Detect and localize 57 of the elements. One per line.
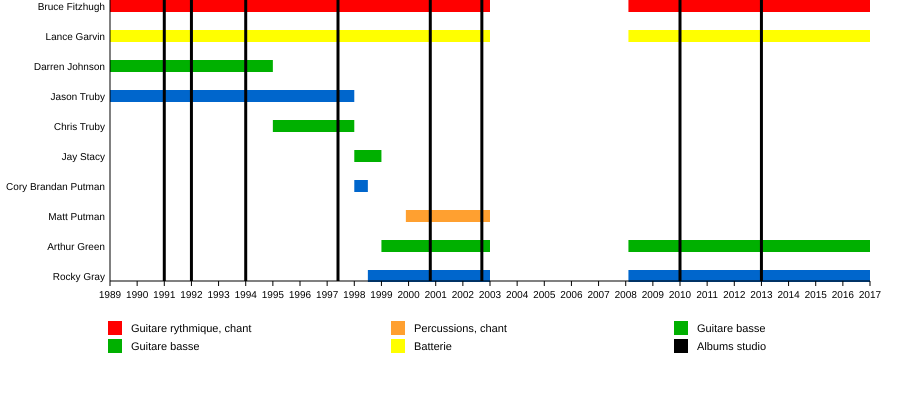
x-tick-label: 1989 [98,290,122,301]
x-tick-label: 1991 [153,290,176,301]
y-tick-label: Lance Garvin [46,32,105,43]
bar [354,150,382,162]
y-tick-label: Jason Truby [50,92,105,103]
x-tick-label: 2004 [506,290,529,301]
x-tick-label: 1999 [370,290,393,301]
x-tick-label: 1993 [207,290,230,301]
x-tick-label: 2009 [642,290,664,301]
x-tick-label: 2014 [777,290,800,301]
legend-label: Guitare rythmique, chant [131,323,252,335]
x-tick-label: 1998 [343,290,366,301]
bar [406,210,490,222]
x-tick-label: 1997 [316,290,339,301]
y-tick-label: Darren Johnson [34,62,105,73]
x-tick-label: 2017 [858,290,882,301]
y-tick-label: Bruce Fitzhugh [38,2,105,13]
x-tick-label: 2000 [397,290,420,301]
x-tick-label: 2015 [804,290,828,301]
legend-label: Albums studio [697,341,766,353]
x-tick-label: 2001 [424,290,448,301]
legend-label: Percussions, chant [414,323,507,335]
x-tick-label: 2005 [533,290,556,301]
x-tick-label: 2013 [750,290,773,301]
x-tick-label: 1990 [126,290,149,301]
legend-label: Batterie [414,341,452,353]
bar [628,240,870,252]
bar [110,0,490,12]
bar [628,30,870,42]
x-tick-label: 2003 [478,290,502,301]
bar [110,30,490,42]
x-tick-label: 1994 [234,290,258,301]
x-tick-label: 2007 [587,290,610,301]
bar [628,0,870,12]
y-tick-label: Cory Brandan Putman [6,182,105,193]
y-tick-label: Chris Truby [54,122,105,133]
bar [272,120,354,132]
x-tick-label: 2008 [614,290,638,301]
x-tick-label: 2002 [452,290,474,301]
bar [354,180,368,192]
bar [110,60,273,72]
bar [381,240,490,252]
x-tick-label: 2011 [696,290,718,301]
x-tick-label: 1996 [288,290,312,301]
x-tick-label: 1992 [180,290,203,301]
x-tick-label: 2016 [832,290,854,301]
y-tick-label: Matt Putman [48,212,105,223]
y-tick-label: Arthur Green [47,242,105,253]
x-tick-label: 2006 [560,290,583,301]
legend-label: Guitare basse [131,341,200,353]
y-tick-label: Rocky Gray [52,272,105,283]
bar [110,90,354,102]
x-tick-label: 2010 [668,290,692,301]
legend-label: Guitare basse [697,323,766,335]
x-tick-label: 2012 [723,290,746,301]
y-tick-label: Jay Stacy [62,152,105,163]
x-tick-label: 1995 [262,290,284,301]
